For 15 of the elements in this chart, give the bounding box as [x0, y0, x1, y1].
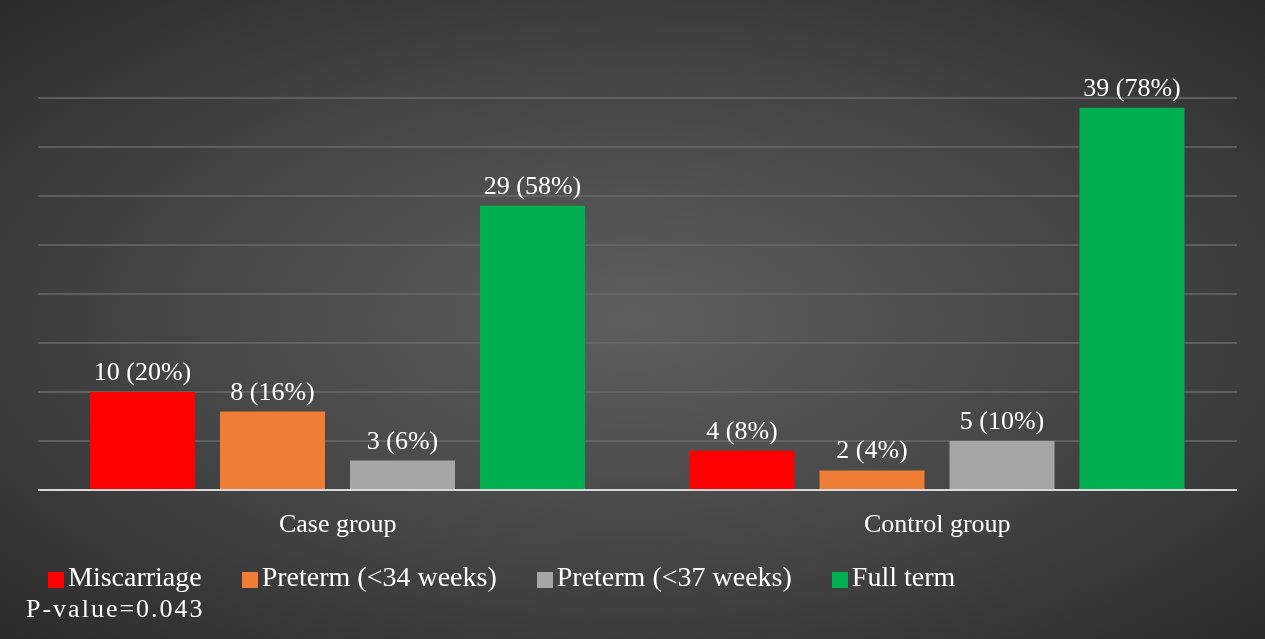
data-label: 29 (58%) — [483, 170, 582, 200]
legend-label: Full term — [851, 561, 956, 592]
x-tick-label: Case group — [278, 509, 397, 539]
data-label: 3 (6%) — [366, 425, 439, 455]
text: P-value=0.043 — [26, 594, 205, 624]
data-label: 10 (20%) — [93, 357, 192, 386]
x-tick-label: Control group — [863, 509, 1011, 539]
data-label: 8 (16%) — [230, 376, 315, 406]
data-label: 4 (8%) — [706, 415, 778, 445]
legend-label: Miscarriage — [68, 561, 202, 592]
data-label: 2 (4%) — [836, 435, 908, 465]
legend-label: Preterm (<34 weeks) — [261, 561, 497, 592]
data-label: 39 (78%) — [1083, 72, 1181, 102]
data-label: 5 (10%) — [959, 406, 1045, 435]
legend-label: Preterm (<37 weeks) — [556, 561, 792, 592]
